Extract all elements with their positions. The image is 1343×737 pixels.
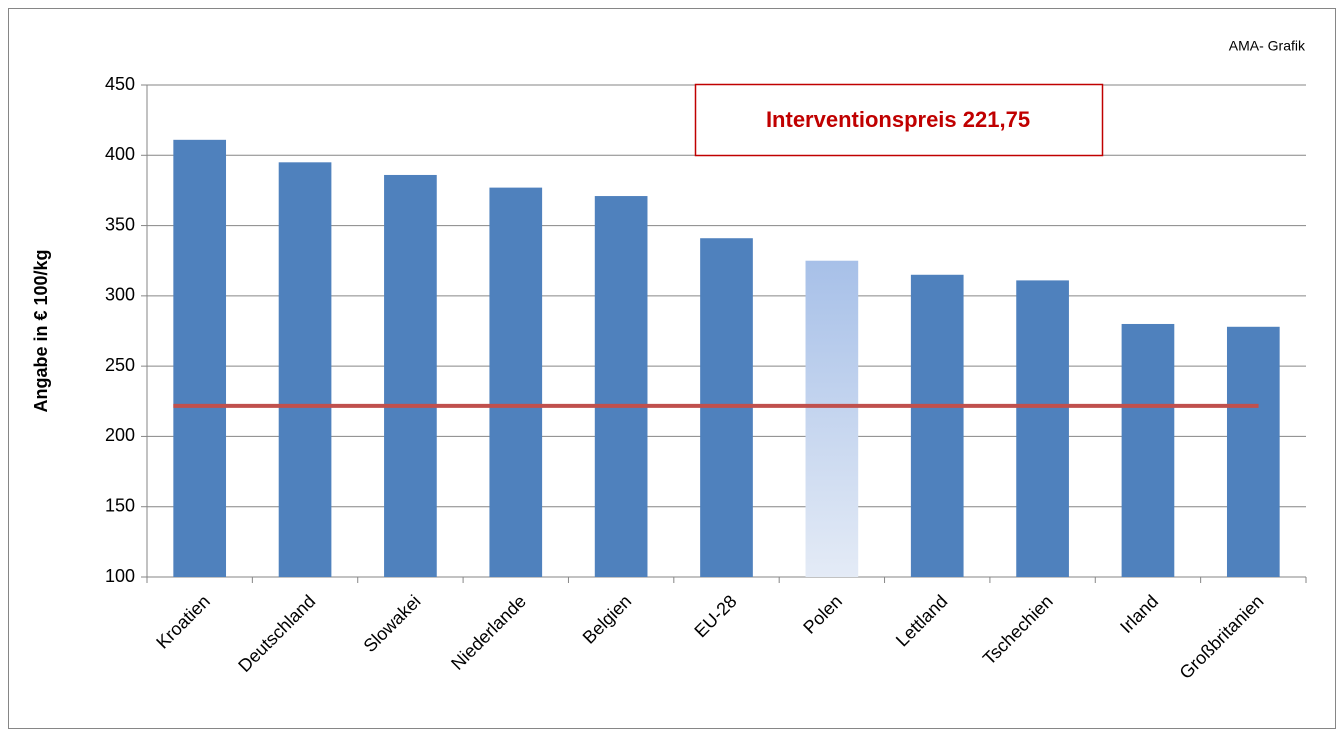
source-note: AMA- Grafik bbox=[1229, 38, 1306, 54]
bar bbox=[384, 174, 437, 578]
bar bbox=[278, 162, 332, 578]
y-tick-label: 300 bbox=[105, 285, 135, 305]
bar bbox=[489, 187, 543, 578]
y-tick-label: 150 bbox=[105, 495, 135, 515]
bar bbox=[805, 260, 859, 577]
y-tick-label: 450 bbox=[105, 74, 135, 94]
bar bbox=[1226, 326, 1280, 577]
chart-border bbox=[8, 8, 1336, 729]
bar bbox=[910, 274, 964, 577]
y-axis-label: Angabe in € 100/kg bbox=[31, 249, 51, 412]
y-tick-label: 250 bbox=[105, 355, 135, 375]
bar bbox=[594, 196, 648, 577]
bar bbox=[1121, 323, 1175, 577]
annotation-box bbox=[694, 83, 1104, 157]
y-tick-label: 100 bbox=[105, 566, 135, 586]
bar bbox=[1016, 280, 1069, 577]
y-tick-label: 350 bbox=[105, 214, 135, 234]
annotation-label: Interventionspreis 221,75 bbox=[766, 107, 1030, 132]
y-tick-label: 200 bbox=[105, 425, 135, 445]
bar bbox=[173, 139, 227, 577]
y-tick-label: 400 bbox=[105, 144, 135, 164]
